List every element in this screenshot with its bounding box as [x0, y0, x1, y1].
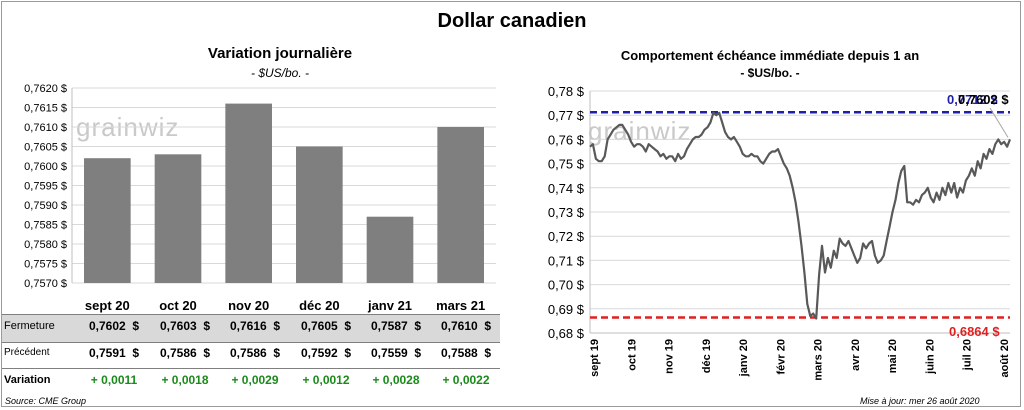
- table-row-fermeture-bg: [2, 314, 500, 343]
- table-cell: 0,7616 $: [229, 319, 281, 333]
- table-cell: 0,7602 $: [88, 319, 140, 333]
- table-cell: + 0,0011: [90, 373, 138, 387]
- current-price-label: 0,7602 $: [958, 92, 1009, 107]
- grainwiz-watermark-left: grainwiz: [76, 112, 180, 142]
- table-row-label: Précédent: [4, 347, 50, 358]
- update-note: Mise à jour: mer 26 août 2020: [860, 396, 980, 406]
- table-cell: 0,7559 $: [370, 346, 422, 360]
- table-cell: + 0,0012: [302, 373, 350, 387]
- table-row-label: Variation: [4, 374, 51, 386]
- source-note: Source: CME Group: [5, 396, 87, 406]
- table-cell: + 0,0018: [161, 373, 209, 387]
- max-price-label: 0,7712 $: [947, 92, 998, 107]
- page-title: Dollar canadien: [437, 10, 587, 32]
- table-cell: + 0,0028: [372, 373, 420, 387]
- table-cell: 0,7591 $: [88, 346, 140, 360]
- table-cell: 0,7586 $: [229, 346, 281, 360]
- min-price-label: 0,6864 $: [949, 324, 1000, 339]
- table-cell: 0,7592 $: [300, 346, 352, 360]
- table-row-label: Fermeture: [4, 320, 55, 332]
- right-chart-unit: - $US/bo. -: [740, 66, 800, 80]
- table-divider: [2, 368, 500, 369]
- grainwiz-watermark-right: grainwiz: [588, 116, 692, 146]
- table-cell: + 0,0022: [442, 373, 490, 387]
- table-cell: 0,7587 $: [370, 319, 422, 333]
- table-cell: 0,7588 $: [440, 346, 492, 360]
- left-chart-unit: - $US/bo. -: [250, 66, 310, 80]
- left-chart-title: Variation journalière: [207, 45, 353, 62]
- table-cell: 0,7586 $: [159, 346, 211, 360]
- table-cell: + 0,0029: [231, 373, 279, 387]
- right-chart-title: Comportement échéance immédiate depuis 1…: [620, 48, 920, 63]
- table-cell: 0,7605 $: [300, 319, 352, 333]
- table-cell: 0,7610 $: [440, 319, 492, 333]
- table-cell: 0,7603 $: [159, 319, 211, 333]
